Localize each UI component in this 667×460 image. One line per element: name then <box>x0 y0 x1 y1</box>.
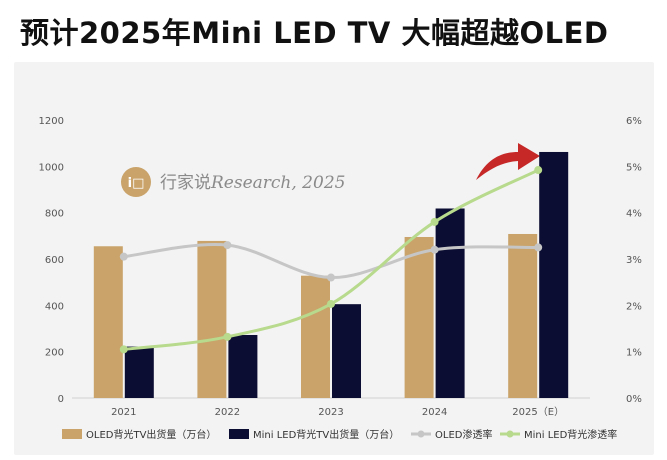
miniled-bar <box>228 334 258 398</box>
legend-miniled-line-marker <box>506 430 514 438</box>
miniled-penetration-line <box>122 168 540 351</box>
oled-penetration-point <box>430 245 439 254</box>
y-left-tick-label: 200 <box>45 348 64 359</box>
oled-penetration-point <box>223 241 232 250</box>
chart-title: 预计2025年Mini LED TV 大幅超越OLED <box>20 16 609 50</box>
oled-bar <box>93 246 123 398</box>
oled-bar <box>508 233 538 398</box>
miniled-bar <box>539 151 569 398</box>
oled-bar <box>404 236 434 398</box>
watermark-brand: 行家说 <box>160 173 211 193</box>
y-left-tick-label: 1000 <box>39 162 64 173</box>
y-right-tick-label: 6% <box>626 116 642 127</box>
miniled-bar <box>124 346 154 398</box>
x-tick-label: 2021 <box>111 407 136 418</box>
legend-oled-bar-label: OLED背光TV出货量（万台） <box>86 428 216 441</box>
y-left-tick-label: 800 <box>45 209 64 220</box>
legend-miniled-bar-swatch <box>229 429 249 439</box>
legend-oled-bar-swatch <box>62 429 82 439</box>
miniled-penetration-point <box>534 166 543 175</box>
miniled-bar <box>332 304 361 398</box>
y-right-tick-label: 2% <box>626 301 642 312</box>
oled-penetration-point <box>119 252 128 261</box>
x-tick-label: 2023 <box>318 407 343 418</box>
watermark: i□ 行家说 Research, 2025 <box>121 167 345 197</box>
watermark-credit: Research, 2025 <box>210 173 345 193</box>
miniled-penetration-point <box>327 299 335 308</box>
miniled-penetration-point <box>119 345 128 354</box>
y-right-tick-label: 0% <box>626 394 642 405</box>
y-left-tick-label: 1200 <box>39 116 64 127</box>
x-tick-label: 2025（E） <box>512 406 564 418</box>
watermark-logo-icon <box>121 167 151 197</box>
oled-penetration-point <box>534 243 543 252</box>
y-left-tick-label: 600 <box>45 255 64 266</box>
legend-miniled-line-label: Mini LED背光渗透率 <box>524 428 617 441</box>
oled-bar <box>301 275 330 398</box>
legend-oled-line-label: OLED渗透率 <box>435 428 492 441</box>
legend-oled-line-marker <box>417 430 425 438</box>
y-right-tick-label: 3% <box>626 255 642 266</box>
oled-penetration-point <box>327 273 335 282</box>
y-left-tick-label: 400 <box>45 301 64 312</box>
miniled-penetration-point <box>430 217 439 226</box>
miniled-bar <box>435 208 465 398</box>
miniled-penetration-point <box>223 332 232 341</box>
x-tick-label: 2024 <box>422 407 447 418</box>
y-left-tick-label: 0 <box>58 394 64 405</box>
oled-bar <box>197 240 227 398</box>
oled-penetration-line <box>122 243 540 280</box>
trend-arrow-icon <box>476 143 540 180</box>
x-tick-label: 2022 <box>215 407 240 418</box>
legend-miniled-bar-label: Mini LED背光TV出货量（万台） <box>253 428 399 441</box>
y-right-tick-label: 5% <box>626 162 642 173</box>
watermark-logo-text: i□ <box>128 176 145 191</box>
y-right-tick-label: 1% <box>626 348 642 359</box>
y-right-tick-label: 4% <box>626 209 642 220</box>
